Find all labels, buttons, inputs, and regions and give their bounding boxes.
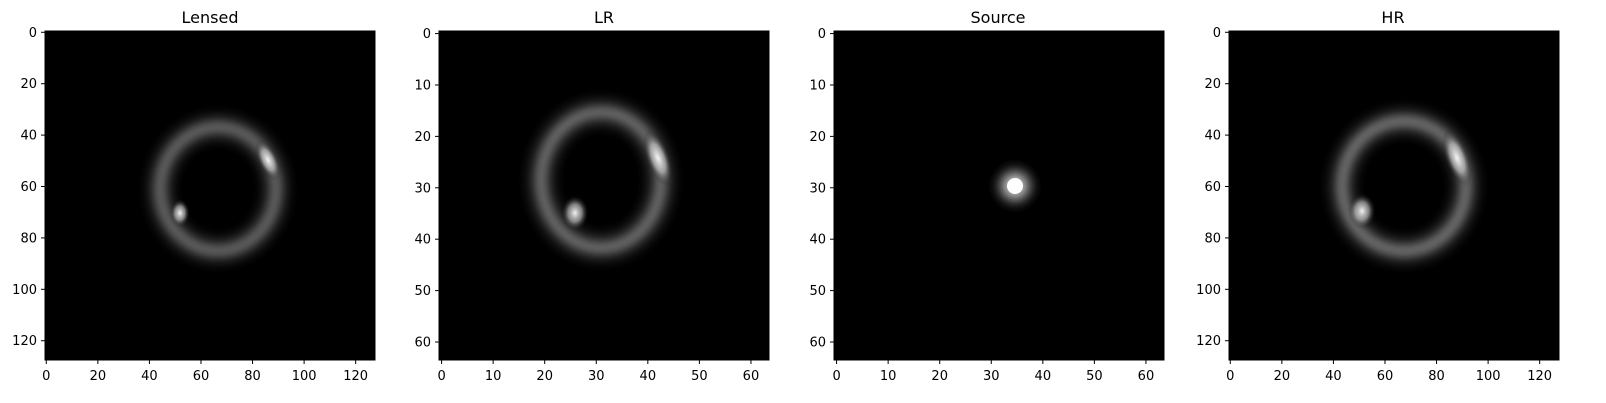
- axes-frame: [44, 30, 376, 361]
- y-axis-ticks: 0 20 40 60 80 100 120: [1196, 26, 1229, 349]
- x-axis-ticks: 0 10 20 30 40 50 60: [832, 360, 1154, 384]
- x-tick-label: 60: [1138, 369, 1155, 384]
- y-tick-label: 40: [20, 129, 37, 144]
- x-tick-label: 120: [343, 369, 368, 384]
- x-tick-label: 20: [90, 369, 107, 384]
- x-tick-label: 30: [983, 369, 1000, 384]
- lr-ring: [532, 103, 674, 257]
- x-tick-label: 40: [141, 369, 158, 384]
- y-tick-label: 40: [414, 233, 431, 248]
- x-tick-label: 0: [832, 369, 840, 384]
- y-tick-label: 120: [1196, 334, 1221, 349]
- y-axis-ticks: 0 10 20 30 40 50 60: [414, 27, 439, 351]
- x-tick-label: 0: [437, 369, 445, 384]
- y-axis-ticks: 0 20 40 60 80 100 120: [12, 26, 45, 349]
- y-tick-label: 0: [818, 27, 826, 42]
- y-tick-label: 80: [20, 231, 37, 246]
- y-tick-label: 30: [809, 181, 826, 196]
- x-axis-ticks: 0 20 40 60 80 100 120: [1226, 360, 1552, 384]
- y-tick-label: 120: [12, 334, 37, 349]
- x-tick-label: 60: [743, 369, 760, 384]
- y-tick-label: 0: [423, 27, 431, 42]
- x-tick-label: 50: [691, 369, 708, 384]
- x-tick-label: 10: [485, 369, 502, 384]
- y-axis-ticks: 0 10 20 30 40 50 60: [809, 27, 834, 351]
- image-canvas: [45, 31, 375, 360]
- image-canvas: [1229, 31, 1559, 360]
- y-tick-label: 0: [29, 26, 37, 41]
- panel-title: LR: [594, 8, 614, 27]
- x-tick-label: 0: [1226, 369, 1234, 384]
- x-tick-label: 100: [292, 369, 317, 384]
- y-tick-label: 40: [809, 233, 826, 248]
- x-tick-label: 100: [1476, 369, 1501, 384]
- axes-frame: [1228, 30, 1560, 361]
- y-tick-label: 20: [809, 130, 826, 145]
- image-canvas: [439, 31, 769, 360]
- x-tick-label: 10: [880, 369, 897, 384]
- y-tick-label: 40: [1204, 129, 1221, 144]
- y-tick-label: 10: [809, 78, 826, 93]
- panel-title: Source: [971, 8, 1026, 27]
- y-tick-label: 20: [414, 130, 431, 145]
- y-tick-label: 60: [414, 336, 431, 351]
- x-tick-label: 20: [931, 369, 948, 384]
- y-tick-label: 0: [1213, 26, 1221, 41]
- x-axis-ticks: 0 20 40 60 80 100 120: [42, 360, 368, 384]
- x-tick-label: 60: [193, 369, 210, 384]
- x-tick-label: 80: [244, 369, 261, 384]
- y-tick-label: 30: [414, 181, 431, 196]
- panel-source: Source 0 10 20 30 40 50 60 0 10 20 30 40 50 60: [809, 8, 1165, 384]
- source-spot: [989, 160, 1041, 212]
- x-tick-label: 40: [1035, 369, 1052, 384]
- x-tick-label: 20: [1274, 369, 1291, 384]
- x-axis-ticks: 0 10 20 30 40 50 60: [437, 360, 759, 384]
- x-tick-label: 40: [1325, 369, 1342, 384]
- y-tick-label: 10: [414, 78, 431, 93]
- x-tick-label: 30: [588, 369, 605, 384]
- panel-hr: HR 0 20 40 60 80 100 120 0 20 40 60 80 100 120: [1196, 8, 1560, 384]
- y-tick-label: 60: [1204, 180, 1221, 195]
- hr-ring: [1333, 112, 1475, 260]
- x-tick-label: 20: [536, 369, 553, 384]
- lensed-ring: [152, 119, 284, 259]
- x-tick-label: 0: [42, 369, 50, 384]
- x-tick-label: 60: [1377, 369, 1394, 384]
- y-tick-label: 100: [1196, 283, 1221, 298]
- x-tick-label: 120: [1527, 369, 1552, 384]
- y-tick-label: 60: [20, 180, 37, 195]
- x-tick-label: 40: [640, 369, 657, 384]
- x-tick-label: 50: [1086, 369, 1103, 384]
- y-tick-label: 50: [809, 284, 826, 299]
- y-tick-label: 50: [414, 284, 431, 299]
- panel-lr: LR 0 10 20 30 40 50 60 0 10 20 30 40 50 60: [414, 8, 770, 384]
- y-tick-label: 20: [20, 77, 37, 92]
- axes-frame: [438, 30, 770, 361]
- x-tick-label: 80: [1428, 369, 1445, 384]
- panel-lensed: Lensed 0 20 40 60 80 100 120 0 20 40 60 80 100 120: [12, 8, 376, 384]
- y-tick-label: 60: [809, 336, 826, 351]
- y-tick-label: 80: [1204, 231, 1221, 246]
- y-tick-label: 100: [12, 283, 37, 298]
- axes-frame: [833, 30, 1165, 361]
- panel-title: Lensed: [182, 8, 239, 27]
- y-tick-label: 20: [1204, 77, 1221, 92]
- panel-title: HR: [1381, 8, 1404, 27]
